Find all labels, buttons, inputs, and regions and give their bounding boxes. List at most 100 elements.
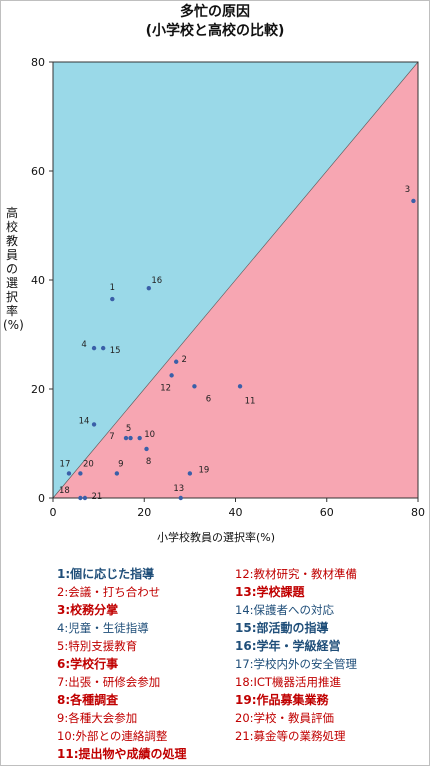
- data-label-2: 2: [181, 355, 186, 365]
- legend-column-right: 12:教材研究・教材準備 13:学校課題 14:保護者への対応 15:部活動の指導 16…: [235, 565, 357, 745]
- data-label-8: 8: [146, 457, 151, 467]
- legend-item-number: 2:: [57, 585, 69, 599]
- data-label-5: 5: [126, 424, 131, 434]
- legend-item-number: 20:: [235, 711, 254, 725]
- data-point-18: [78, 495, 83, 501]
- legend-item-17: 17:学校内外の安全管理: [235, 655, 357, 673]
- data-point-9: [114, 471, 120, 476]
- data-point-3: [411, 198, 416, 204]
- legend-item-text: 外部との連絡調整: [75, 729, 168, 743]
- legend-item-number: 13:: [235, 585, 257, 599]
- legend-item-text: 個に応じた指導: [70, 567, 155, 581]
- legend-item-number: 6:: [57, 657, 71, 671]
- legend-item-text: 学校課題: [256, 585, 305, 599]
- data-label-13: 13: [173, 484, 184, 494]
- data-point-7: [123, 435, 129, 441]
- legend-item-text: 募金等の業務処理: [253, 729, 346, 743]
- legend-item-14: 14:保護者への対応: [235, 601, 357, 619]
- legend-item-13: 13:学校課題: [235, 583, 357, 601]
- legend-item-number: 3:: [57, 603, 71, 617]
- data-label-15: 15: [110, 346, 121, 356]
- data-point-5: [128, 435, 133, 441]
- legend-item-11: 11:提出物や成績の処理: [57, 745, 187, 763]
- data-label-20: 20: [83, 459, 94, 469]
- legend-item-7: 7:出張・研修会参加: [57, 673, 187, 691]
- data-point-14: [91, 422, 97, 427]
- y-tick-label: 20: [31, 383, 45, 396]
- data-point-21: [82, 495, 88, 501]
- legend-item-text: 学校・教員評価: [253, 711, 335, 725]
- data-point-16: [146, 285, 152, 291]
- data-label-11: 11: [245, 396, 256, 406]
- legend-item-16: 16:学年・学級経営: [235, 637, 357, 655]
- data-label-1: 1: [110, 283, 115, 293]
- legend-item-number: 10:: [57, 729, 76, 743]
- data-label-4: 4: [81, 340, 86, 350]
- legend-item-number: 19:: [235, 693, 257, 707]
- legend-item-text: 部活動の指導: [256, 621, 329, 635]
- data-point-1: [110, 296, 115, 302]
- data-label-6: 6: [206, 394, 211, 404]
- legend-item-number: 17:: [235, 657, 254, 671]
- legend-item-8: 8:各種調査: [57, 691, 187, 709]
- data-label-16: 16: [151, 276, 162, 286]
- data-label-19: 19: [198, 465, 209, 475]
- data-label-21: 21: [92, 492, 103, 502]
- y-tick-label: 40: [31, 274, 45, 287]
- data-point-11: [237, 384, 243, 389]
- data-point-6: [192, 384, 197, 389]
- legend-item-number: 5:: [57, 639, 69, 653]
- legend-item-9: 9:各種大会参加: [57, 709, 187, 727]
- legend-item-4: 4:児童・生徒指導: [57, 619, 187, 637]
- legend-item-text: 保護者への対応: [253, 603, 335, 617]
- x-tick-label: 40: [229, 506, 243, 519]
- legend-item-number: 12:: [235, 567, 254, 581]
- legend-item-number: 7:: [57, 675, 69, 689]
- scatter-chart: 0 20 40 60 800204060801234567891011121314151…: [31, 56, 425, 519]
- legend-item-number: 9:: [57, 711, 69, 725]
- data-point-8: [144, 446, 149, 452]
- data-point-10: [137, 435, 142, 441]
- legend-item-number: 14:: [235, 603, 254, 617]
- legend-item-1: 1:個に応じた指導: [57, 565, 187, 583]
- legend-item-text: 各種調査: [70, 693, 119, 707]
- legend-item-text: 児童・生徒指導: [68, 621, 149, 635]
- data-point-19: [187, 471, 193, 476]
- chart-title-line2: (小学校と高校の比較): [145, 23, 285, 39]
- chart-title-line1: 多忙の原因: [180, 4, 250, 20]
- data-label-7: 7: [109, 432, 114, 442]
- data-label-10: 10: [144, 430, 155, 440]
- legend-item-18: 18:ICT機器活用推進: [235, 673, 357, 691]
- legend-item-number: 1:: [57, 567, 71, 581]
- y-axis-label: 高校教員の選択率(%): [3, 206, 24, 332]
- legend-item-number: 11:: [57, 747, 79, 761]
- legend-item-20: 20:学校・教員評価: [235, 709, 357, 727]
- data-label-9: 9: [118, 459, 123, 469]
- diagonal-line: [52, 61, 419, 499]
- data-label-18: 18: [59, 486, 70, 496]
- legend-item-15: 15:部活動の指導: [235, 619, 357, 637]
- data-label-14: 14: [79, 416, 90, 426]
- legend-item-text: 各種大会参加: [68, 711, 138, 725]
- legend-item-text: 校務分掌: [70, 603, 119, 617]
- legend-item-3: 3:校務分掌: [57, 601, 187, 619]
- legend-item-19: 19:作品募集業務: [235, 691, 357, 709]
- legend-item-text: 学校内外の安全管理: [253, 657, 358, 671]
- data-point-20: [78, 471, 83, 476]
- legend-item-text: 特別支援教育: [68, 639, 138, 653]
- legend-item-number: 15:: [235, 621, 257, 635]
- legend-item-10: 10:外部との連絡調整: [57, 727, 187, 745]
- data-point-13: [178, 495, 183, 501]
- x-tick-label: 0: [50, 506, 57, 519]
- y-tick-label: 60: [31, 165, 45, 178]
- legend-item-12: 12:教材研究・教材準備: [235, 565, 357, 583]
- legend-item-5: 5:特別支援教育: [57, 637, 187, 655]
- legend-item-number: 21:: [235, 729, 254, 743]
- legend-item-text: 提出物や成績の処理: [78, 747, 187, 761]
- legend-item-number: 16:: [235, 639, 257, 653]
- data-point-17: [66, 471, 72, 476]
- legend-item-text: ICT機器活用推進: [253, 675, 341, 689]
- legend-item-number: 8:: [57, 693, 71, 707]
- legend-column-left: 1:個に応じた指導 2:会議・打ち合わせ 3:校務分掌 4:児童・生徒指導 5:特別支援…: [57, 565, 187, 763]
